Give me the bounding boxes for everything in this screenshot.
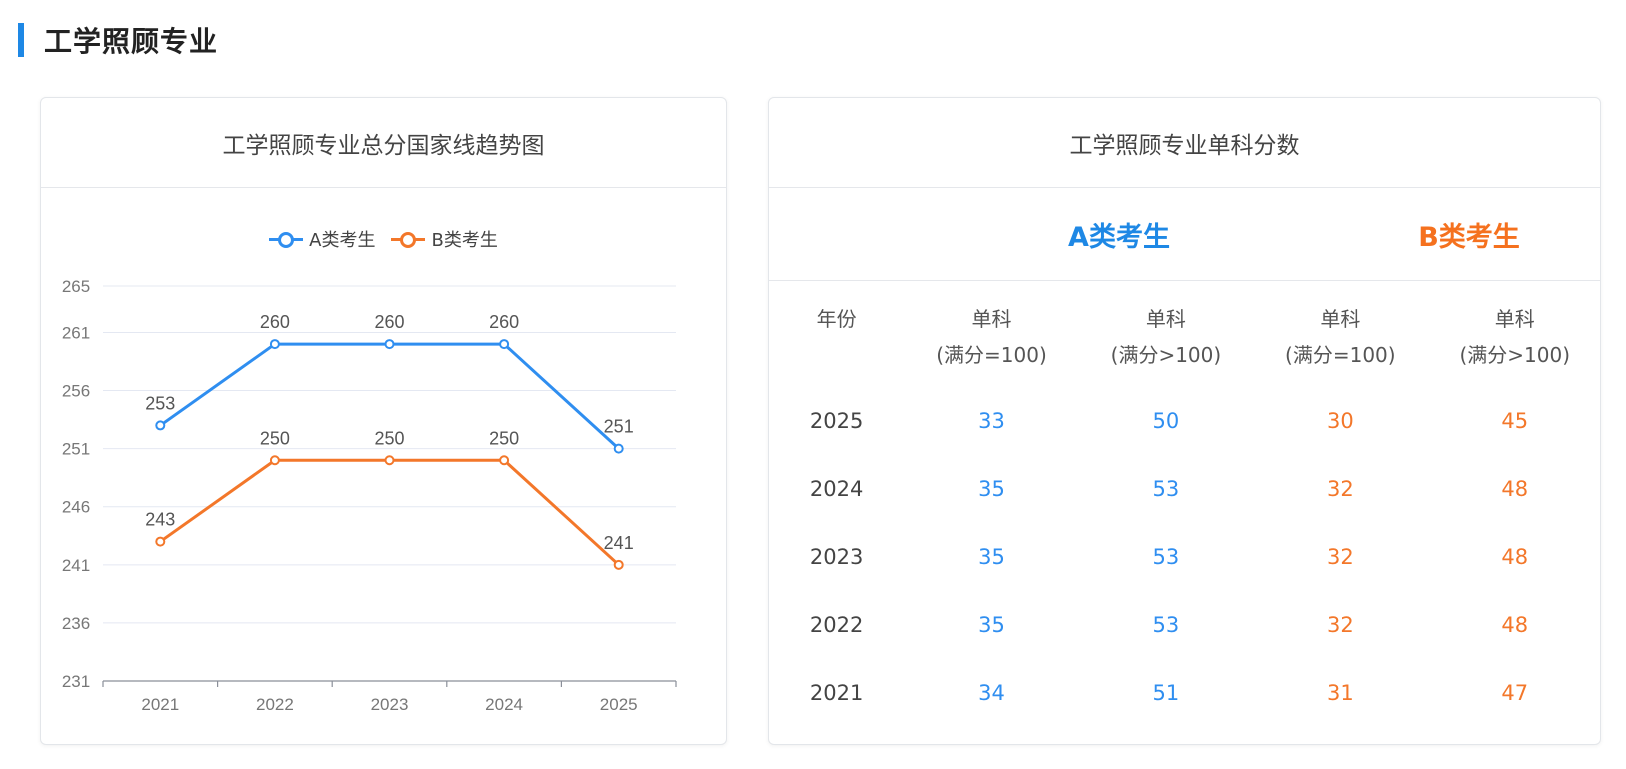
header-a-over: 单科 (满分>100) <box>1079 283 1253 387</box>
data-point <box>613 559 624 570</box>
score-table: 年份 单科 (满分=100) 单科 (满分>100) 单科 (满分=100) 单科 (满… <box>769 283 1602 727</box>
header-b-100-bottom: (满分=100) <box>1285 343 1396 367</box>
y-tick-label: 246 <box>62 498 90 517</box>
category-header: A类考生 B类考生 <box>769 188 1600 281</box>
line-chart: 231 236 241 246 251 256 261 265 2021 2022 2023 2024… <box>62 277 677 714</box>
header-b-100-top: 单科 <box>1320 307 1361 331</box>
score-table-card: 工学照顾专业单科分数 A类考生 B类考生 年份 单科 (满分=100) 单科 (满分… <box>768 97 1601 745</box>
legend-marker-a-icon <box>269 232 304 248</box>
cell-a-over: 50 <box>1152 409 1180 433</box>
y-tick-label: 251 <box>62 440 90 459</box>
trend-chart-card: 工学照顾专业总分国家线趋势图 A类考生 B类考生 231 236 241 246 251… <box>40 97 727 745</box>
header-b-over: 单科 (满分>100) <box>1428 283 1602 387</box>
data-label: 243 <box>145 510 175 530</box>
chart-card-title: 工学照顾专业总分国家线趋势图 <box>41 98 726 188</box>
series-line-b <box>159 458 620 566</box>
header-a-over-top: 单科 <box>1145 307 1186 331</box>
cell-a-100: 35 <box>978 613 1005 637</box>
data-point <box>384 455 395 466</box>
cell-a-over: 51 <box>1152 681 1180 705</box>
table-card-title: 工学照顾专业单科分数 <box>769 98 1600 188</box>
cell-year: 2023 <box>809 545 864 569</box>
data-label: 250 <box>489 428 519 448</box>
cell-a-100: 33 <box>978 409 1005 433</box>
cell-b-100: 32 <box>1326 545 1354 569</box>
section-accent-bar <box>18 23 24 57</box>
data-point <box>269 339 280 350</box>
data-point <box>499 339 510 350</box>
table-row: 2024 35 53 32 48 <box>769 455 1602 523</box>
cell-b-100: 32 <box>1326 477 1354 501</box>
cell-b-over: 47 <box>1501 681 1529 705</box>
data-label: 260 <box>489 312 519 332</box>
legend-label-b: B类考生 <box>431 230 498 251</box>
cell-year: 2022 <box>809 613 864 637</box>
data-label: 260 <box>374 312 404 332</box>
header-a-100-bottom: (满分=100) <box>936 343 1047 367</box>
table-row: 2021 34 51 31 47 <box>769 659 1602 727</box>
category-a-label: A类考生 <box>1068 222 1170 253</box>
legend-item-b[interactable]: B类考生 <box>391 226 498 252</box>
table-row: 2023 35 53 32 48 <box>769 523 1602 591</box>
y-tick-label: 241 <box>62 556 90 575</box>
x-tick-label: 2023 <box>371 695 409 714</box>
y-tick-label: 261 <box>62 323 90 342</box>
cell-b-100: 30 <box>1326 409 1354 433</box>
data-point <box>384 339 395 350</box>
header-b-over-bottom: (满分>100) <box>1459 343 1571 367</box>
cell-b-over: 48 <box>1501 613 1529 637</box>
cell-year: 2025 <box>809 409 864 433</box>
data-point <box>269 455 280 466</box>
data-label: 251 <box>604 417 634 437</box>
header-a-over-bottom: (满分>100) <box>1110 343 1222 367</box>
data-point <box>155 536 166 547</box>
header-b-100: 单科 (满分=100) <box>1253 283 1427 387</box>
data-label: 250 <box>374 428 404 448</box>
data-point <box>155 420 166 431</box>
legend-item-a[interactable]: A类考生 <box>269 226 375 252</box>
table-header-row: 年份 单科 (满分=100) 单科 (满分>100) 单科 (满分=100) 单科 (满… <box>769 283 1602 387</box>
category-b-label: B类考生 <box>1418 222 1520 253</box>
cell-b-100: 32 <box>1326 613 1354 637</box>
cell-b-100: 31 <box>1326 681 1354 705</box>
y-tick-label: 265 <box>62 277 90 296</box>
data-point <box>499 455 510 466</box>
table-row: 2025 33 50 30 45 <box>769 387 1602 455</box>
x-tick-label: 2025 <box>600 695 638 714</box>
table-row: 2022 35 53 32 48 <box>769 591 1602 659</box>
y-tick-label: 256 <box>62 382 90 401</box>
section-title: 工学照顾专业 <box>44 25 219 58</box>
cell-b-over: 45 <box>1501 409 1529 433</box>
data-label: 250 <box>260 428 290 448</box>
cell-a-over: 53 <box>1152 477 1180 501</box>
y-tick-label: 236 <box>62 614 90 633</box>
header-a-100: 单科 (满分=100) <box>904 283 1078 387</box>
cell-b-over: 48 <box>1501 545 1529 569</box>
chart-legend: A类考生 B类考生 <box>41 226 726 252</box>
legend-label-a: A类考生 <box>309 230 376 251</box>
cell-a-over: 53 <box>1152 545 1180 569</box>
legend-marker-b-icon <box>391 232 426 248</box>
cell-a-100: 35 <box>978 545 1005 569</box>
header-year: 年份 <box>816 307 857 331</box>
data-label: 260 <box>260 312 290 332</box>
data-label: 253 <box>145 393 175 413</box>
section-header: 工学照顾专业 <box>18 20 218 60</box>
cell-a-100: 35 <box>978 477 1005 501</box>
cell-year: 2024 <box>809 477 864 501</box>
header-b-over-top: 单科 <box>1494 307 1535 331</box>
data-label: 241 <box>604 533 634 553</box>
cell-b-over: 48 <box>1501 477 1529 501</box>
cell-year: 2021 <box>809 681 864 705</box>
x-tick-label: 2021 <box>141 695 179 714</box>
x-tick-label: 2022 <box>256 695 294 714</box>
cell-a-100: 34 <box>978 681 1005 705</box>
y-tick-label: 231 <box>62 672 90 691</box>
x-tick-label: 2024 <box>485 695 523 714</box>
data-point <box>613 443 624 454</box>
header-a-100-top: 单科 <box>971 307 1012 331</box>
cell-a-over: 53 <box>1152 613 1180 637</box>
